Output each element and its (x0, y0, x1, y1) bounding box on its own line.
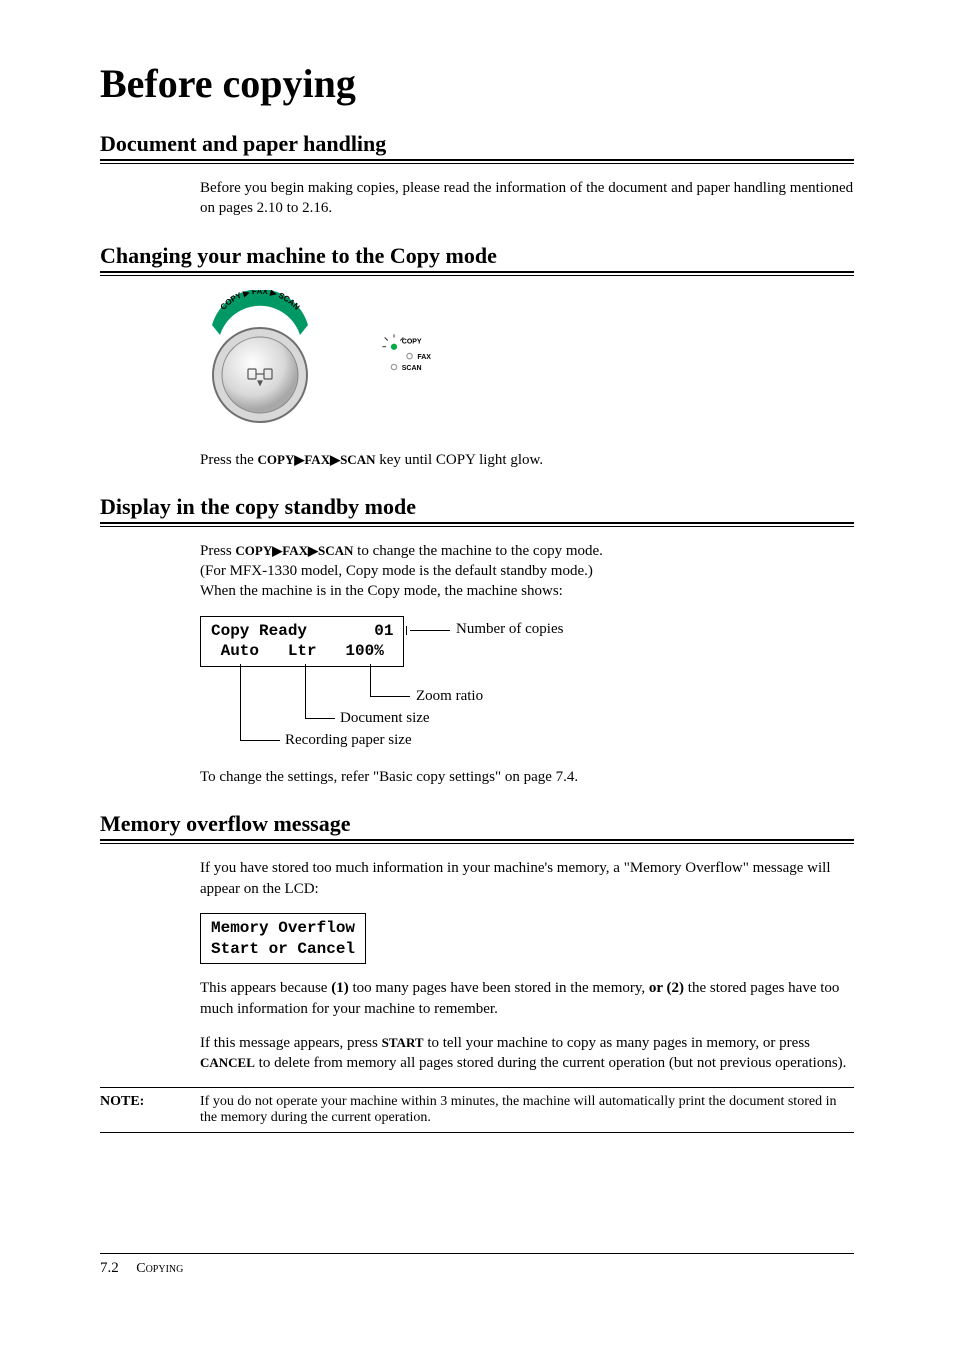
rule (100, 271, 854, 276)
p2-mid: too many pages have been stored in the m… (349, 980, 649, 996)
page-title: Before copying (100, 60, 854, 107)
standby-l2: (For MFX-1330 model, Copy mode is the de… (200, 563, 593, 579)
overflow-lcd-wrap: Memory Overflow Start or Cancel (200, 913, 854, 965)
dial-icon: COPY ▶ FAX ▶ SCAN (200, 290, 320, 430)
lcd-display-overflow: Memory Overflow Start or Cancel (200, 913, 366, 965)
press-key-text: Press the COPY▶FAX▶SCAN key until COPY l… (200, 450, 854, 470)
footer-page: 7.2 (100, 1260, 119, 1276)
note-block: NOTE: If you do not operate your machine… (100, 1087, 854, 1133)
svg-text:COPY: COPY (402, 338, 422, 345)
label-copies: Number of copies (456, 621, 563, 638)
note-label: NOTE: (100, 1094, 200, 1126)
p3-post: to delete from memory all pages stored d… (255, 1055, 847, 1071)
overflow-para2: This appears because (1) too many pages … (200, 978, 854, 1019)
overflow-lcd-l1: Memory Overflow (211, 919, 355, 937)
svg-text:SCAN: SCAN (402, 365, 422, 372)
lcd-line1: Copy Ready 01 (211, 622, 393, 640)
doc-handling-text: Before you begin making copies, please r… (200, 178, 854, 219)
footer-chapter: Copying (136, 1261, 183, 1276)
rule (100, 159, 854, 164)
label-docsize: Document size (340, 710, 430, 727)
note-text: If you do not operate your machine withi… (200, 1094, 854, 1126)
heading-overflow: Memory overflow message (100, 811, 854, 837)
lcd-diagram: Copy Ready 01 Auto Ltr 100% Number of co… (200, 616, 854, 668)
heading-doc-handling: Document and paper handling (100, 131, 854, 157)
mode-dial-illustration: COPY ▶ FAX ▶ SCAN (200, 290, 854, 430)
key-label: COPY▶FAX▶SCAN (235, 543, 353, 558)
page-footer: 7.2 Copying (100, 1253, 854, 1277)
p2-pre: This appears because (200, 980, 331, 996)
led-indicator-icon: COPY FAX SCAN (380, 330, 450, 390)
key-start: START (382, 1035, 424, 1050)
standby-footnote: To change the settings, refer "Basic cop… (200, 767, 854, 787)
standby-l1-pre: Press (200, 543, 235, 559)
key-label: COPY▶FAX▶SCAN (258, 452, 376, 467)
p3-pre: If this message appears, press (200, 1035, 382, 1051)
press-pre: Press the (200, 452, 258, 468)
label-zoom: Zoom ratio (416, 688, 483, 705)
rule (100, 839, 854, 844)
p2-b2: or (2) (649, 980, 684, 996)
heading-standby: Display in the copy standby mode (100, 494, 854, 520)
overflow-lcd-l2: Start or Cancel (211, 940, 355, 958)
lcd-line2: Auto Ltr 100% (211, 642, 384, 660)
press-post: key until COPY light glow. (375, 452, 543, 468)
heading-changing-mode: Changing your machine to the Copy mode (100, 243, 854, 269)
overflow-para1: If you have stored too much information … (200, 858, 854, 899)
standby-intro: Press COPY▶FAX▶SCAN to change the machin… (200, 541, 854, 602)
standby-l3: When the machine is in the Copy mode, th… (200, 583, 563, 599)
p2-b1: (1) (331, 980, 349, 996)
key-cancel: CANCEL (200, 1055, 255, 1070)
standby-l1-post: to change the machine to the copy mode. (353, 543, 603, 559)
rule (100, 522, 854, 527)
p3-mid: to tell your machine to copy as many pag… (424, 1035, 810, 1051)
label-recsize: Recording paper size (285, 732, 412, 749)
overflow-para3: If this message appears, press START to … (200, 1033, 854, 1074)
lcd-display: Copy Ready 01 Auto Ltr 100% (200, 616, 404, 668)
svg-text:FAX: FAX (417, 354, 431, 361)
